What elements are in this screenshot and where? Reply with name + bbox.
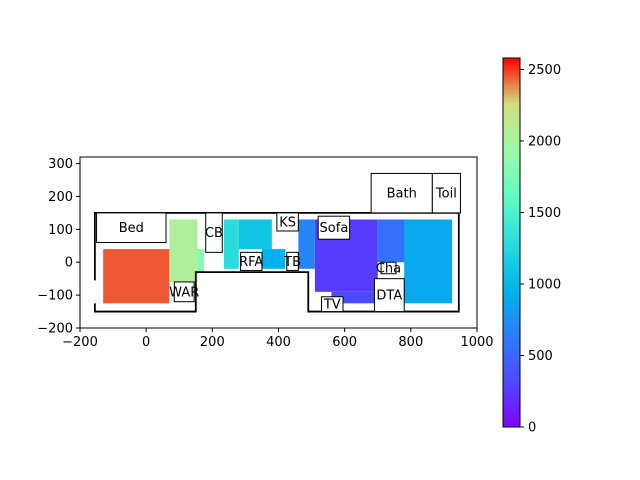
heat-region-0 — [103, 249, 170, 304]
rooms-box-1 — [431, 172, 461, 214]
colorbar-tick-label: 2500 — [528, 63, 561, 78]
heat-field — [103, 219, 453, 304]
rooms-box-0 — [370, 172, 433, 214]
heat-region-4 — [238, 219, 272, 250]
furniture-label: TV — [323, 298, 341, 313]
heat-region-9 — [377, 219, 408, 263]
x-tick-label: 1000 — [460, 335, 493, 350]
x-tick-label: 800 — [398, 335, 423, 350]
furniture-box-0 — [96, 212, 167, 243]
y-tick-label: 0 — [65, 256, 73, 271]
furniture-label: RFA — [239, 255, 263, 270]
y-axis: −200 −100 0 100 200 300 — [37, 157, 80, 337]
furniture-label: TB — [283, 255, 301, 270]
y-tick-label: −100 — [37, 289, 73, 304]
heat-region-3 — [223, 219, 239, 269]
heat-region-8 — [331, 291, 378, 304]
heat-region-5 — [261, 249, 286, 269]
x-axis: −200 0 200 400 600 800 1000 — [62, 328, 494, 350]
rooms-label: Bath — [387, 187, 417, 202]
heat-region-10 — [404, 219, 453, 304]
heat-region-6 — [298, 219, 315, 269]
furniture-label: KS — [279, 215, 296, 230]
furniture-label: CB — [205, 226, 223, 241]
heat-region-1 — [169, 219, 198, 282]
furniture: Bed CB KS Sofa RFA TB Cha DTA WAR TV — [96, 212, 405, 313]
rooms-label: Toil — [435, 187, 457, 202]
furniture-box-1 — [205, 212, 223, 253]
colorbar-tick-label: 500 — [528, 349, 553, 364]
x-tick-label: −200 — [62, 335, 98, 350]
furniture-box-4 — [239, 251, 263, 271]
furniture-box-7 — [373, 278, 405, 313]
colorbar-tick-label: 2000 — [528, 134, 561, 149]
furniture-label: DTA — [376, 289, 402, 304]
heat-region-2 — [197, 249, 205, 273]
x-tick-label: 200 — [200, 335, 225, 350]
y-tick-label: 300 — [48, 157, 73, 172]
furniture-box-9 — [321, 296, 344, 313]
y-tick-label: −200 — [37, 322, 73, 337]
colorbar-tick-label: 1500 — [528, 206, 561, 221]
colorbar-tick-label: 0 — [528, 421, 536, 436]
y-tick-label: 200 — [48, 190, 73, 205]
y-tick-label: 100 — [48, 223, 73, 238]
x-tick-label: 0 — [142, 335, 150, 350]
furniture-box-8 — [173, 281, 195, 303]
x-tick-label: 600 — [332, 335, 357, 350]
furniture-box-5 — [286, 251, 299, 271]
colorbar-axis: 0 500 1000 1500 2000 2500 — [520, 63, 561, 436]
furniture-label: Bed — [119, 221, 144, 236]
x-tick-label: 400 — [266, 335, 291, 350]
colorbar-tick-label: 1000 — [528, 277, 561, 292]
colorbar — [502, 57, 521, 428]
furniture-label: WAR — [169, 285, 199, 300]
furniture-box-6 — [380, 261, 397, 275]
rooms: Bath Toil — [370, 172, 461, 214]
furniture-label: Cha — [376, 261, 401, 276]
furniture-box-3 — [317, 215, 351, 240]
furniture-label: Sofa — [320, 221, 349, 236]
furniture-box-2 — [276, 212, 299, 232]
